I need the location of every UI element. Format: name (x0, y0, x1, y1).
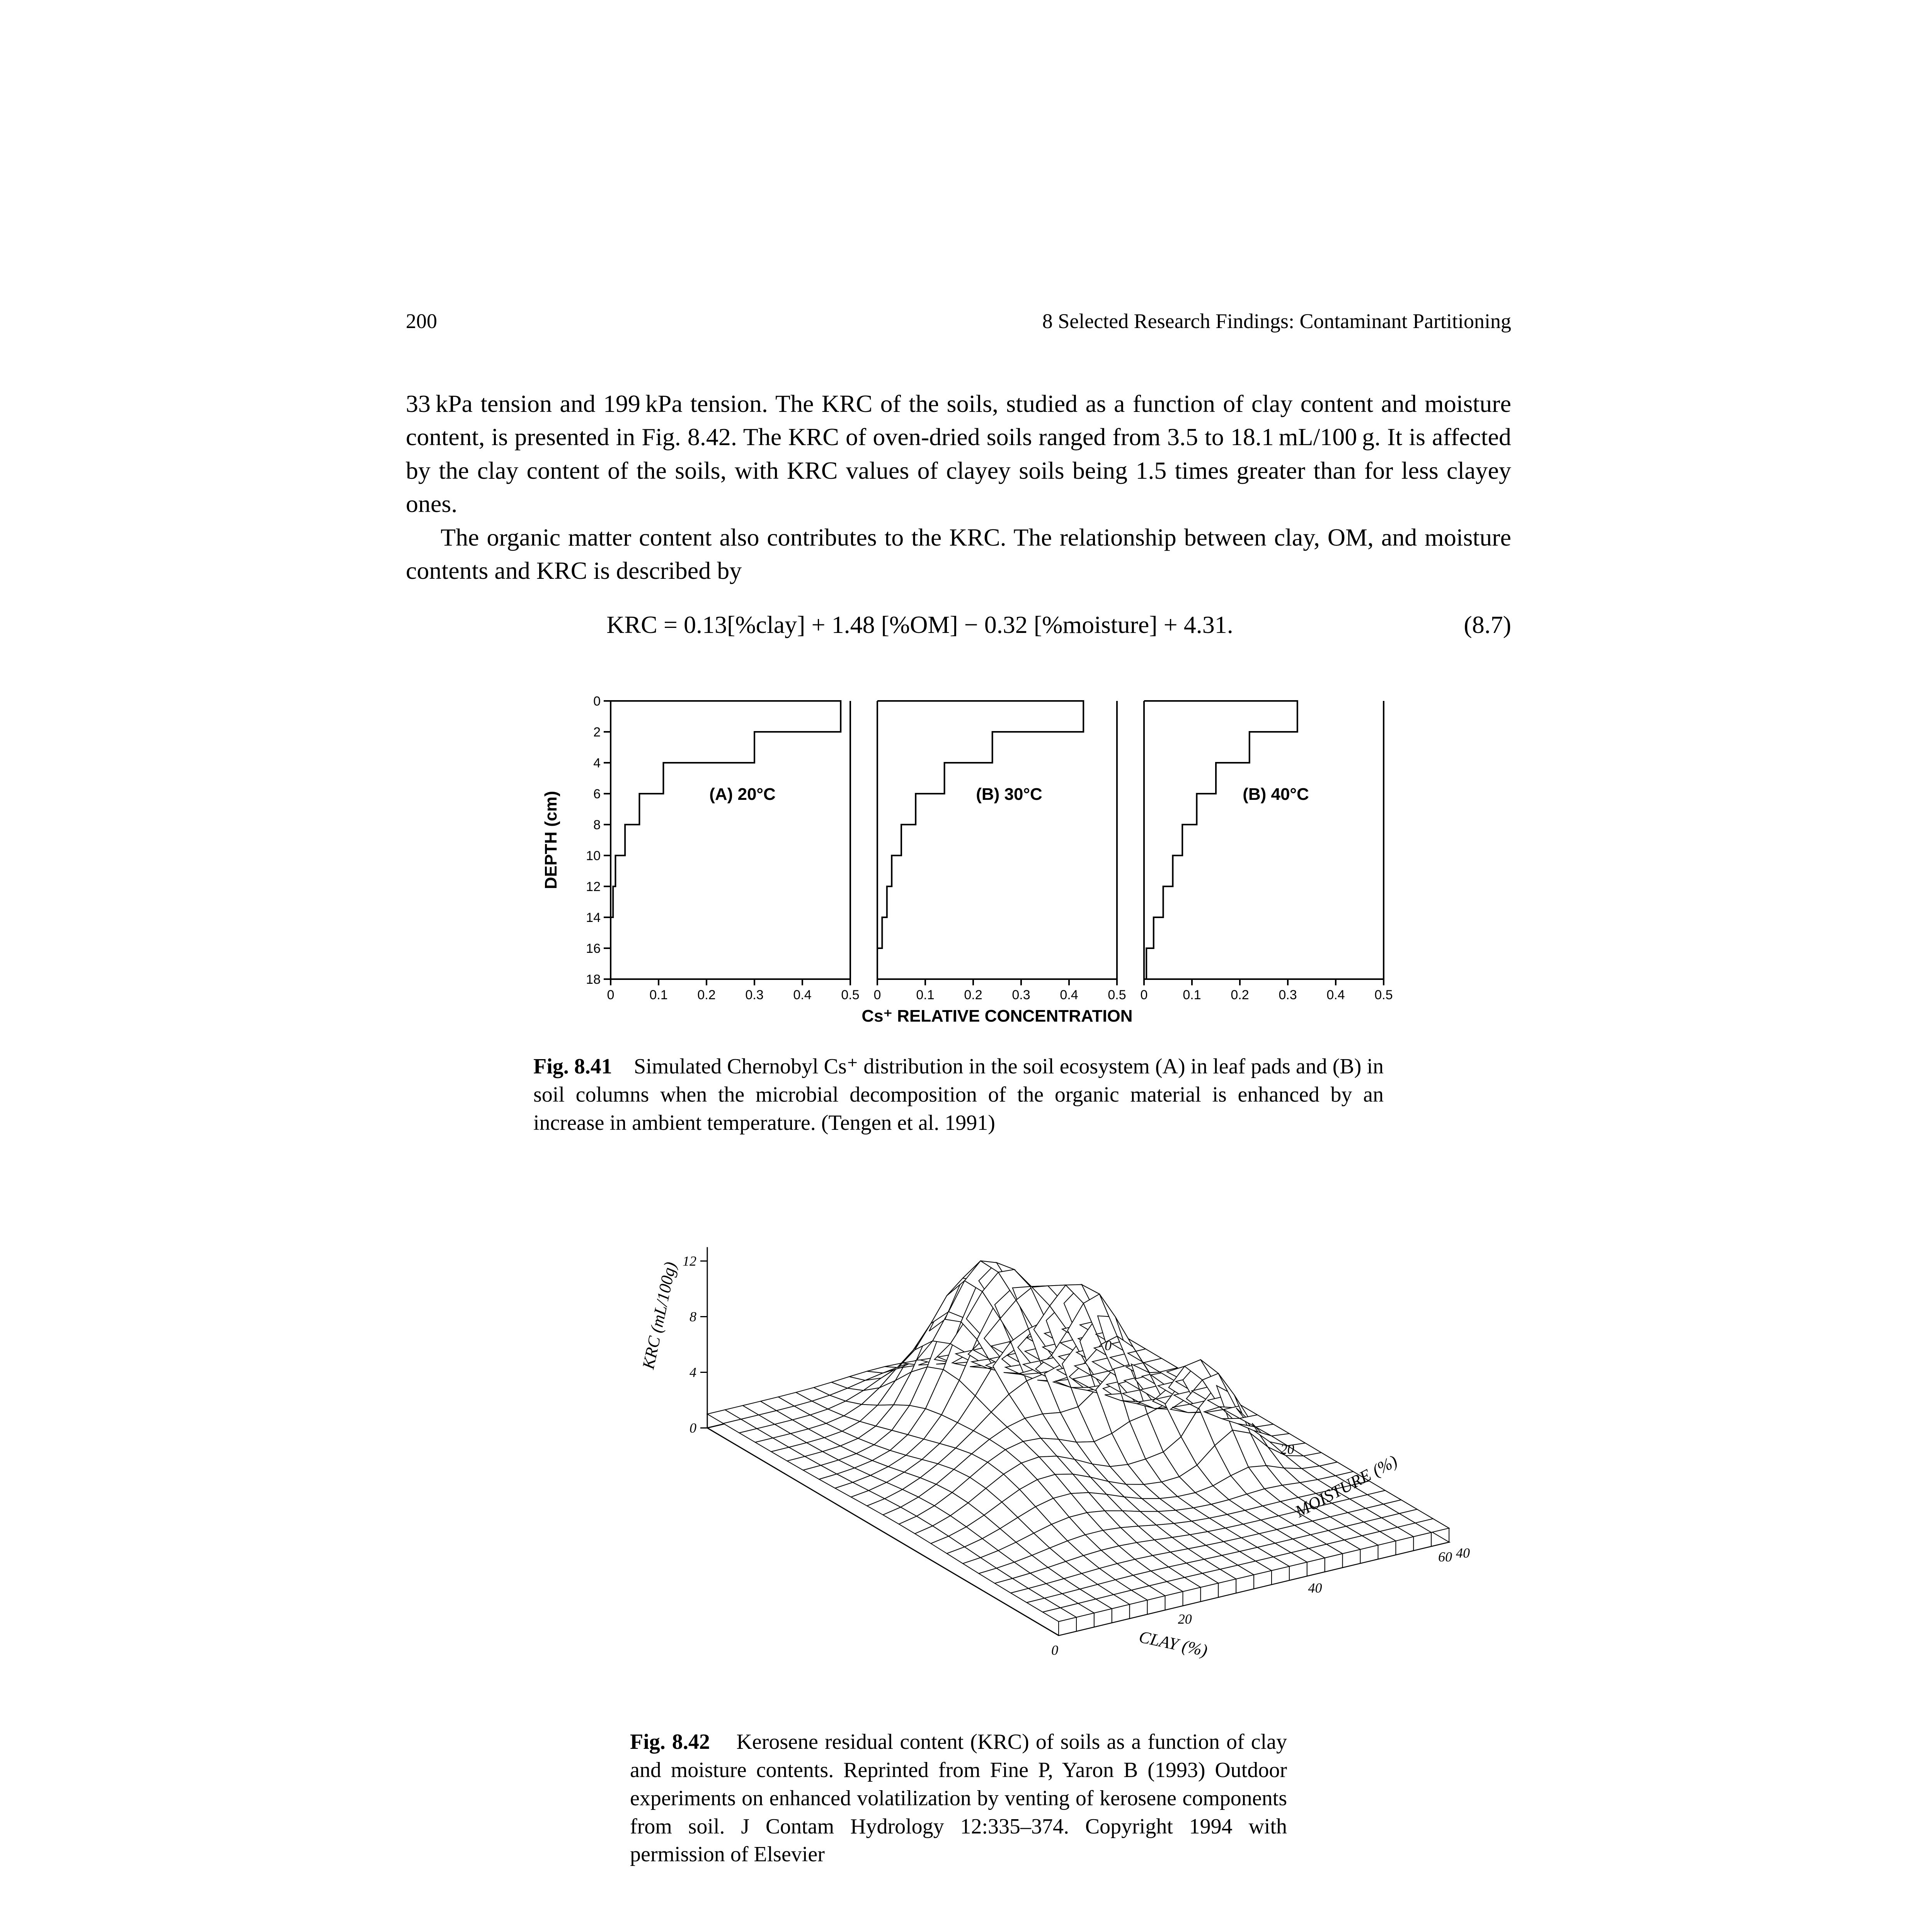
svg-text:0: 0 (607, 988, 615, 1002)
svg-text:12: 12 (586, 879, 601, 894)
svg-text:(B) 30°C: (B) 30°C (976, 785, 1042, 804)
svg-text:Cs⁺ RELATIVE CONCENTRATION: Cs⁺ RELATIVE CONCENTRATION (861, 1007, 1132, 1026)
svg-text:0.5: 0.5 (1374, 988, 1393, 1002)
svg-text:16: 16 (586, 941, 601, 956)
svg-text:0.3: 0.3 (1012, 988, 1030, 1002)
figure-8-41-caption-lead: Fig. 8.41 (533, 1054, 612, 1078)
figure-8-41-caption: Fig. 8.41 Simulated Chernobyl Cs⁺ distri… (533, 1053, 1384, 1137)
svg-text:0.3: 0.3 (745, 988, 763, 1002)
svg-text:2: 2 (593, 725, 601, 740)
figure-8-42-caption-lead: Fig. 8.42 (630, 1730, 710, 1754)
figure-8-42-caption: Fig. 8.42 Kerosene residual content (KRC… (630, 1728, 1287, 1869)
svg-text:(B) 40°C: (B) 40°C (1243, 785, 1309, 804)
svg-text:0.2: 0.2 (697, 988, 715, 1002)
svg-text:0: 0 (690, 1420, 696, 1435)
svg-text:0: 0 (874, 988, 881, 1002)
svg-text:0.1: 0.1 (916, 988, 934, 1002)
svg-text:CLAY (%): CLAY (%) (1137, 1627, 1209, 1660)
figure-8-41-chart: DEPTH (cm) 0 2 4 6 8 10 12 14 16 18 0 0.1 0.2 0.3 0.4 0.… (533, 693, 1395, 1037)
page-number: 200 (406, 309, 437, 333)
figure-8-42-chart: 04812KRC (mL/100g)6040200CLAY (%)02040MO… (630, 1184, 1526, 1713)
svg-text:0.4: 0.4 (1326, 988, 1345, 1002)
running-head-text: 8 Selected Research Findings: Contaminan… (1042, 309, 1511, 333)
svg-text:20: 20 (1280, 1441, 1294, 1457)
svg-text:0.5: 0.5 (1108, 988, 1126, 1002)
svg-text:14: 14 (586, 910, 601, 925)
figure-8-42: 04812KRC (mL/100g)6040200CLAY (%)02040MO… (630, 1184, 1287, 1869)
svg-text:20: 20 (1178, 1611, 1192, 1627)
paragraph-1: 33 kPa tension and 199 kPa tension. The … (406, 387, 1511, 521)
svg-text:0.2: 0.2 (1231, 988, 1249, 1002)
svg-text:0.1: 0.1 (1183, 988, 1201, 1002)
svg-text:0: 0 (1141, 988, 1148, 1002)
content-column: 200 8 Selected Research Findings: Contam… (406, 309, 1511, 1890)
svg-text:8: 8 (690, 1309, 696, 1324)
svg-text:0: 0 (1051, 1642, 1058, 1658)
figure-8-41-caption-text: Simulated Chernobyl Cs⁺ distribution in … (533, 1054, 1384, 1135)
svg-text:0.4: 0.4 (793, 988, 811, 1002)
paragraph-2: The organic matter content also contribu… (406, 521, 1511, 588)
running-head: 200 8 Selected Research Findings: Contam… (406, 309, 1511, 333)
svg-text:0.5: 0.5 (841, 988, 859, 1002)
svg-text:0.1: 0.1 (649, 988, 667, 1002)
svg-text:4: 4 (593, 756, 601, 770)
svg-text:(A) 20°C: (A) 20°C (709, 785, 776, 804)
equation-row: KRC = 0.13[%clay] + 1.48 [%OM] − 0.32 [%… (406, 611, 1511, 639)
svg-text:0: 0 (593, 694, 601, 709)
svg-text:4: 4 (690, 1364, 696, 1380)
svg-text:DEPTH (cm): DEPTH (cm) (541, 791, 560, 889)
figure-8-41: DEPTH (cm) 0 2 4 6 8 10 12 14 16 18 0 0.1 0.2 0.3 0.4 0.… (533, 693, 1384, 1137)
svg-text:0: 0 (1105, 1338, 1112, 1353)
svg-text:40: 40 (1308, 1580, 1322, 1595)
svg-text:KRC (mL/100g): KRC (mL/100g) (638, 1260, 680, 1371)
svg-text:12: 12 (683, 1253, 696, 1269)
svg-text:40: 40 (1456, 1545, 1470, 1561)
svg-text:18: 18 (586, 972, 601, 987)
equation-number: (8.7) (1434, 611, 1511, 639)
svg-text:6: 6 (593, 787, 601, 801)
svg-text:60: 60 (1438, 1549, 1452, 1565)
svg-text:8: 8 (593, 818, 601, 832)
svg-text:10: 10 (586, 849, 601, 863)
equation-formula: KRC = 0.13[%clay] + 1.48 [%OM] − 0.32 [%… (406, 611, 1434, 639)
page: 200 8 Selected Research Findings: Contam… (0, 0, 1917, 1932)
svg-text:0.3: 0.3 (1279, 988, 1297, 1002)
svg-text:0.2: 0.2 (964, 988, 982, 1002)
svg-text:0.4: 0.4 (1060, 988, 1078, 1002)
